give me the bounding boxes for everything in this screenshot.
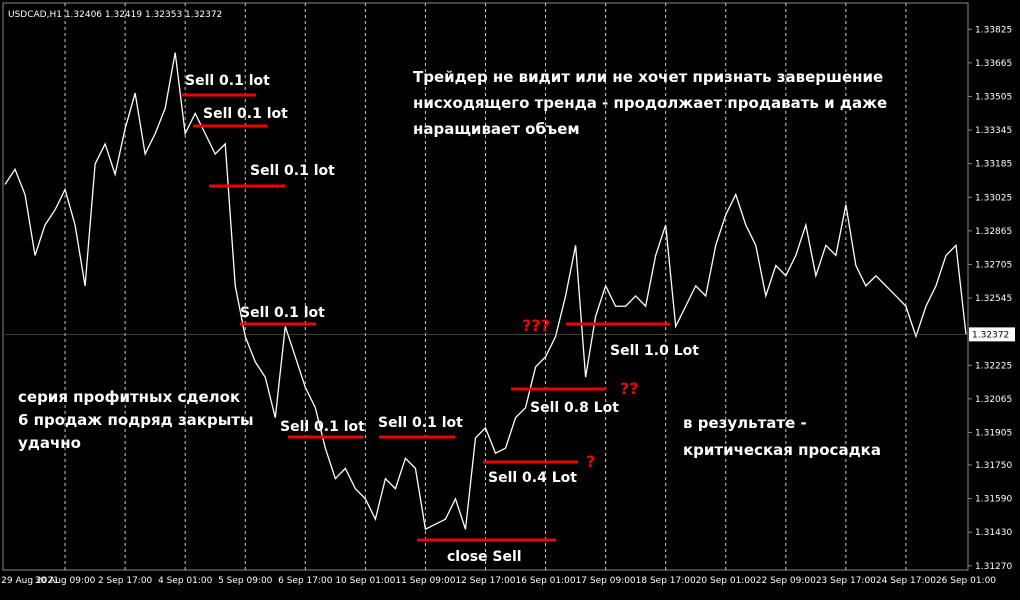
y-tick-label: 1.31590 bbox=[975, 495, 1012, 505]
sell-label: Sell 1.0 Lot bbox=[610, 343, 699, 359]
current-price-label: 1.32372 bbox=[972, 330, 1009, 340]
sell-label: Sell 0.1 lot bbox=[378, 415, 463, 431]
y-tick-label: 1.33665 bbox=[975, 59, 1012, 69]
y-tick-label: 1.33345 bbox=[975, 126, 1012, 136]
x-tick-label: 29 Aug 2021 bbox=[1, 576, 59, 586]
x-tick-label: 4 Sep 01:00 bbox=[158, 576, 213, 586]
y-tick-label: 1.32705 bbox=[975, 260, 1012, 270]
x-tick-label: 23 Sep 17:00 bbox=[816, 576, 876, 586]
x-tick-label: 12 Sep 17:00 bbox=[455, 576, 515, 586]
y-tick-label: 1.32225 bbox=[975, 361, 1012, 371]
y-tick-label: 1.32545 bbox=[975, 294, 1012, 304]
y-tick-label: 1.31270 bbox=[975, 562, 1012, 572]
sell-label: Sell 0.8 Lot bbox=[530, 400, 619, 416]
y-tick-label: 1.31750 bbox=[975, 461, 1012, 471]
x-tick-label: 16 Sep 01:00 bbox=[516, 576, 576, 586]
x-tick-label: 2 Sep 17:00 bbox=[98, 576, 153, 586]
x-tick-label: 18 Sep 17:00 bbox=[636, 576, 696, 586]
sell-label: Sell 0.4 Lot bbox=[488, 470, 577, 486]
main-note: Трейдер не видит или не хочет признать з… bbox=[413, 68, 883, 86]
chart-title: USDCAD,H1 1.32406 1.32419 1.32353 1.3237… bbox=[8, 10, 222, 20]
right-note: в результате - bbox=[683, 414, 807, 432]
question-mark: ?? bbox=[620, 379, 639, 398]
x-tick-label: 22 Sep 09:00 bbox=[756, 576, 816, 586]
question-mark: ? bbox=[586, 452, 595, 471]
x-tick-label: 10 Sep 01:00 bbox=[335, 576, 395, 586]
price-line bbox=[4, 52, 967, 531]
y-tick-label: 1.33185 bbox=[975, 160, 1012, 170]
y-tick-label: 1.32865 bbox=[975, 227, 1012, 237]
main-note: наращивает объем bbox=[413, 120, 580, 138]
sell-label: Sell 0.1 lot bbox=[240, 305, 325, 321]
sell-label: Sell 0.1 lot bbox=[250, 163, 335, 179]
y-tick-label: 1.33825 bbox=[975, 25, 1012, 35]
x-tick-label: 26 Sep 01:00 bbox=[936, 576, 996, 586]
y-tick-label: 1.31430 bbox=[975, 528, 1012, 538]
sell-label: Sell 0.1 lot bbox=[203, 106, 288, 122]
left-note: 6 продаж подряд закрыты bbox=[18, 411, 254, 429]
sell-label: Sell 0.1 lot bbox=[280, 419, 365, 435]
y-tick-label: 1.33025 bbox=[975, 193, 1012, 203]
main-note: нисходящего тренда - продолжает продават… bbox=[413, 94, 887, 112]
x-tick-label: 24 Sep 17:00 bbox=[876, 576, 936, 586]
x-tick-label: 11 Sep 09:00 bbox=[395, 576, 455, 586]
x-tick-label: 30 Aug 09:00 bbox=[35, 576, 96, 586]
left-note: серия профитных сделок bbox=[18, 388, 240, 406]
left-note: удачно bbox=[18, 434, 81, 452]
y-tick-label: 1.33505 bbox=[975, 92, 1012, 102]
sell-label: Sell 0.1 lot bbox=[185, 73, 270, 89]
y-tick-label: 1.31905 bbox=[975, 428, 1012, 438]
x-tick-label: 17 Sep 09:00 bbox=[576, 576, 636, 586]
x-tick-label: 6 Sep 17:00 bbox=[278, 576, 333, 586]
question-mark: ??? bbox=[522, 316, 550, 335]
x-tick-label: 5 Sep 09:00 bbox=[218, 576, 273, 586]
right-note: критическая просадка bbox=[683, 441, 881, 459]
y-tick-label: 1.32065 bbox=[975, 395, 1012, 405]
x-tick-label: 20 Sep 01:00 bbox=[696, 576, 756, 586]
sell-label: close Sell bbox=[447, 549, 522, 565]
current-price-box bbox=[969, 327, 1015, 342]
